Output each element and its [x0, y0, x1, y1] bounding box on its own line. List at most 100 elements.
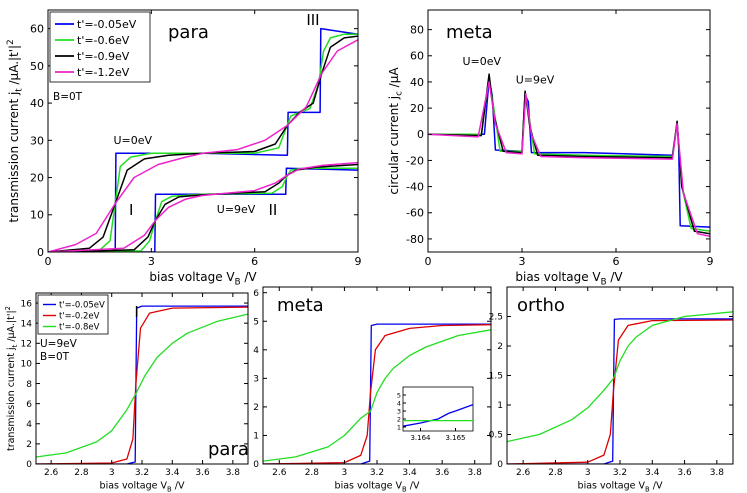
x-tick-label: 6 [613, 255, 620, 268]
y-tick-label: -20 [406, 154, 424, 167]
annotation: II [268, 201, 277, 219]
y-tick-label: -40 [406, 181, 424, 194]
annotation: I [134, 303, 138, 321]
y-tick-label: 0 [26, 460, 32, 470]
legend-entry: t'=-0.8eV [59, 323, 100, 333]
y-tick-label: -80 [406, 233, 424, 246]
chart-bottom-left: 2.6 2.8 3 3.2 3.4 3.6 3.8 0 2 4 6 8 10 12 14 16 bias vol… [4, 292, 249, 493]
x-tick-label: 2.6 [516, 468, 531, 478]
y-tick-label: 5 [253, 317, 259, 327]
axes-frame [427, 9, 711, 253]
y-tick-label: 6 [253, 289, 259, 299]
y-axis-label: circular current jc /μA [387, 67, 405, 195]
y-tick-label: 2 [497, 342, 503, 352]
x-tick-label: 9 [355, 255, 362, 268]
plot-area [263, 323, 491, 464]
legend-box [37, 294, 109, 335]
series-line-magenta [428, 81, 710, 238]
y-tick-label: 6 [26, 400, 32, 410]
annotation: U=9eV [217, 203, 256, 216]
x-tick-label: 3 [585, 468, 591, 478]
legend-entry: t'=-0.05eV [77, 18, 137, 31]
x-tick-label: 3.4 [645, 468, 660, 478]
x-tick-label: 3.4 [165, 468, 180, 478]
x-tick-label: 2.8 [548, 468, 563, 478]
x-tick-label: 3 [342, 468, 348, 478]
x-tick-label: 0 [45, 255, 52, 268]
legend-entry: t'=-0.2eV [59, 312, 100, 322]
x-tick-label: 3.2 [370, 468, 384, 478]
series-line-green [428, 75, 710, 232]
y-tick-label: 1.5 [489, 372, 503, 382]
series-line-green [263, 329, 491, 462]
y-tick-label: 12 [21, 340, 32, 350]
series-line-red [36, 306, 248, 464]
y-tick-label: 40 [30, 97, 44, 110]
series-line-blue-2 [48, 167, 358, 252]
y-tick-label: 2 [253, 403, 259, 413]
x-tick-label: 3.6 [677, 468, 692, 478]
x-tick-label: 3.6 [195, 468, 210, 478]
legend: t'=-0.05eV t'=-0.6eV t'=-0.9eV t'=-1.2eV [49, 11, 151, 83]
y-tick-label: 0.5 [489, 431, 503, 441]
chart-bottom-right: 2.6 2.8 3 3.2 3.4 3.6 3.8 0 0.5 1 1.5 2 2.5 bias volt… [489, 286, 734, 493]
inset-y-tick-label: 3 [397, 408, 401, 416]
y-tick-label: 20 [30, 171, 44, 184]
x-tick-label: 3 [148, 255, 155, 268]
series-line-black-2 [48, 163, 358, 252]
x-tick-label: 3.8 [710, 468, 725, 478]
y-tick-label: 0 [497, 460, 503, 470]
y-axis-label: transmission current jt /μA.|t'|2 [6, 39, 24, 222]
inset-y-tick-label: 2 [397, 416, 401, 424]
x-tick-label: 3.4 [402, 468, 417, 478]
plot-area [48, 27, 358, 252]
annotation: U=0eV [113, 134, 152, 147]
y-tick-label: 60 [410, 50, 424, 63]
x-tick-label: 3.8 [226, 468, 241, 478]
series-line-green-2 [48, 167, 358, 252]
chart-title: meta [277, 295, 324, 316]
x-tick-label: 3.2 [613, 468, 627, 478]
y-tick-label: 3 [253, 375, 259, 385]
chart-title: para [168, 22, 209, 43]
inset-y-tick-label: 5 [397, 392, 401, 400]
series-line-blue-1 [48, 27, 358, 252]
y-tick-label: 2.5 [489, 313, 503, 323]
series-line-black [428, 73, 710, 235]
y-tick-label: 60 [30, 23, 44, 36]
legend-note: B=0T [40, 351, 70, 363]
inset-x-tick-label: 3.165 [445, 434, 465, 442]
inset-y-tick-label: 1 [397, 424, 401, 432]
x-tick-label: 6 [251, 255, 258, 268]
x-tick-label: 3.6 [435, 468, 450, 478]
x-tick-label: 2.8 [74, 468, 89, 478]
chart-top-left: 0 3 6 9 0 10 20 30 40 50 60 bias voltage VB /V trans… [6, 9, 362, 288]
y-tick-label: 1 [497, 401, 503, 411]
series-line-red [263, 324, 491, 464]
y-tick-label: 50 [30, 60, 44, 73]
x-axis-label: bias voltage VB /V [149, 270, 257, 288]
y-tick-label: 8 [26, 380, 32, 390]
series-line-black-1 [48, 35, 358, 252]
x-axis-label: bias voltage VB /V [578, 481, 663, 493]
legend-entry: t'=-0.9eV [77, 50, 130, 63]
chart-title: para [208, 439, 249, 460]
legend-note: U=9eV [40, 338, 78, 350]
y-tick-label: 4 [26, 420, 32, 430]
inset-y-tick-label: 4 [397, 400, 401, 408]
annotation: U=9eV [516, 73, 555, 86]
x-axis-label: bias voltage VB /V [515, 270, 623, 288]
y-tick-label: 2 [26, 440, 32, 450]
series-line-green [507, 311, 733, 443]
y-tick-label: -60 [406, 207, 424, 220]
y-tick-label: 10 [30, 209, 44, 222]
x-tick-label: 3 [109, 468, 115, 478]
inset-series-line-blue [402, 403, 474, 427]
x-tick-label: 2.8 [305, 468, 320, 478]
annotation: III [306, 11, 319, 29]
inset-x-tick-label: 3.164 [410, 434, 431, 442]
x-tick-label: 9 [707, 255, 714, 268]
